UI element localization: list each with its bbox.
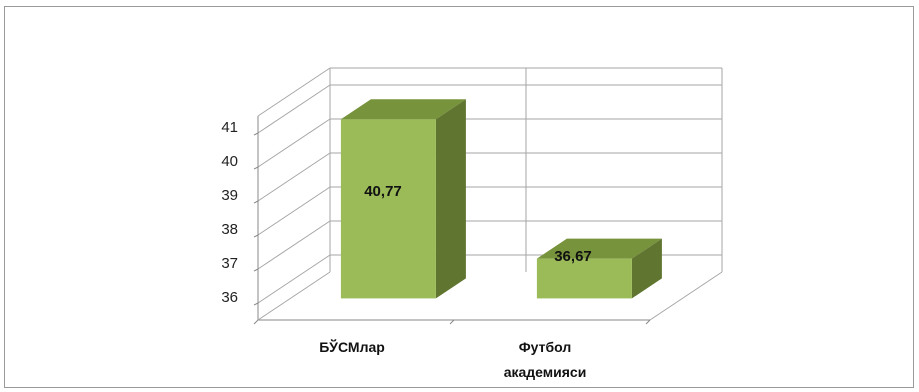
gridline-side (257, 186, 331, 236)
bar-top (536, 238, 662, 259)
x-tick-mark (645, 319, 651, 325)
y-tick-mark (253, 200, 259, 204)
bar (536, 258, 632, 299)
y-tick-mark (253, 132, 259, 136)
gridline-side (257, 84, 331, 134)
bar-side (631, 238, 662, 299)
bar-top (340, 99, 466, 120)
chart-walls (253, 67, 723, 325)
y-tick-mark (253, 166, 259, 170)
y-tick-label: 37 (221, 255, 238, 272)
data-label: 40,77 (364, 183, 402, 200)
gridline-side (257, 67, 331, 117)
y-tick-label: 41 (221, 119, 238, 136)
gridline-side (257, 152, 331, 202)
y-tick-label: 39 (221, 187, 238, 204)
x-tick-mark (449, 319, 455, 325)
x-category-label: Футбол (519, 339, 572, 355)
chart-data-labels: 40,77 36,67 (364, 183, 592, 265)
y-tick-label: 40 (221, 153, 238, 170)
bar-side (435, 99, 466, 299)
y-tick-mark (253, 234, 259, 238)
y-tick-mark (253, 302, 259, 306)
y-tick-mark (253, 268, 259, 272)
floor-edge (257, 271, 331, 321)
chart-bars (340, 99, 662, 299)
gridline-side (257, 118, 331, 168)
bar (340, 119, 436, 299)
gridline-side (257, 254, 331, 304)
x-category-label: БЎСМлар (319, 338, 385, 355)
gridline-side (257, 220, 331, 270)
x-tick-mark (253, 319, 259, 325)
data-label: 36,67 (554, 248, 592, 265)
y-tick-label: 38 (221, 221, 238, 238)
y-tick-label: 36 (221, 289, 238, 306)
chart-axes: 36 37 38 39 40 41 БЎСМлар Футбол академи… (221, 119, 586, 380)
floor-edge (649, 271, 723, 321)
x-category-label: академияси (504, 364, 587, 380)
